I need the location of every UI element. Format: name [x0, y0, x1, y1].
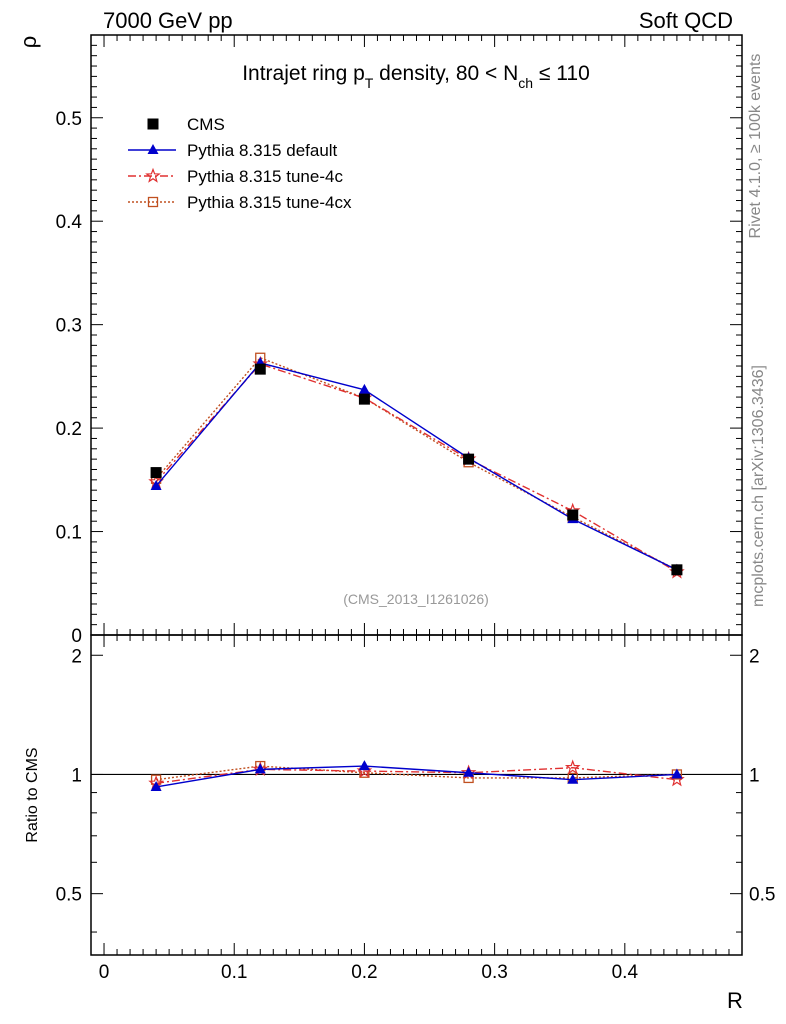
analysis-id: (CMS_2013_I1261026): [343, 591, 489, 607]
data-point-cms: [463, 453, 475, 465]
tick-labels: 0 0.1 0.2 0.3 0.4 0 0.1 0.2 0.3 0.4 0.5 0.5 0.5 1 1 2 2: [56, 109, 776, 983]
x-tick-label: 0.4: [612, 962, 639, 983]
ratio-y-tick-label-right: 2: [749, 646, 760, 667]
ratio-y-tick-label: 2: [71, 646, 82, 667]
x-tick-label: 0: [99, 962, 110, 983]
y-tick-label: 0.2: [56, 419, 82, 440]
energy-label: 7000 GeV pp: [103, 8, 233, 33]
data-point-cms: [671, 564, 683, 576]
y-tick-label: 0.5: [56, 109, 82, 130]
ratio-y-axis-label: Ratio to CMS: [24, 747, 41, 842]
ratio-y-tick-label-right: 1: [749, 765, 760, 786]
ratio-panel-frame: [90, 634, 743, 956]
legend-label-pythia-8-315-tune-4c: Pythia 8.315 tune-4c: [187, 167, 343, 186]
title-mid: density, 80 < N: [373, 62, 518, 85]
mcplots-label: mcplots.cern.ch [arXiv:1306.3436]: [750, 365, 767, 607]
data-point-cms: [567, 509, 579, 521]
legend-label-cms: CMS: [187, 115, 225, 134]
chart-title: Intrajet ring pT density, 80 < Nch ≤ 110: [242, 62, 590, 91]
ratio-y-tick-label-right: 0.5: [749, 885, 775, 906]
data-point-cms: [254, 363, 266, 375]
data-point-cms: [358, 393, 370, 405]
data-point-cms: [150, 467, 162, 479]
ratio-point-pythia-8-315-default: [567, 773, 579, 784]
y-tick-label: 0.1: [56, 523, 82, 544]
title-main: Intrajet ring p: [242, 62, 365, 85]
ratio-line-pythia-8-315-default: [155, 765, 677, 788]
x-tick-label: 0.3: [481, 962, 507, 983]
x-axis-label: R: [727, 988, 743, 1013]
process-label: Soft QCD: [639, 8, 733, 33]
ratio-point-pythia-8-315-default: [463, 766, 475, 777]
legend: CMS Pythia 8.315 default Pythia 8.315 tune…: [128, 115, 352, 212]
ratio-point-pythia-8-315-default: [254, 763, 266, 774]
legend-marker-pythia-8-315-tune-4c: [145, 167, 161, 183]
ratio-point-pythia-8-315-default: [150, 780, 162, 791]
ratio-y-tick-label: 1: [71, 765, 82, 786]
ratio-point-pythia-8-315-default: [671, 768, 683, 779]
x-tick-label: 0.2: [351, 962, 377, 983]
ratio-series: [148, 759, 685, 791]
legend-label-pythia-8-315-default: Pythia 8.315 default: [187, 141, 338, 160]
ratio-point-pythia-8-315-default: [358, 760, 370, 771]
title-sub1: T: [365, 75, 374, 91]
y-tick-label: 0.4: [56, 212, 83, 233]
ratio-point-pythia-8-315-tune-4c: [564, 759, 581, 775]
rivet-label: Rivet 4.1.0, ≥ 100k events: [747, 54, 764, 239]
title-sub2: ch: [518, 75, 533, 91]
series-line-pythia-8-315-tune-4c: [155, 363, 678, 573]
ratio-y-tick-label: 0.5: [56, 885, 82, 906]
legend-label-pythia-8-315-tune-4cx: Pythia 8.315 tune-4cx: [187, 193, 352, 212]
data-point-pythia-8-315-default: [150, 480, 162, 491]
axis-ticks: [91, 35, 742, 955]
legend-marker-pythia-8-315-tune-4cx: [147, 196, 159, 208]
series-line-pythia-8-315-default: [155, 362, 678, 571]
y-axis-label: ρ: [16, 36, 41, 49]
y-tick-label: 0.3: [56, 316, 82, 337]
x-tick-label: 0.1: [221, 962, 247, 983]
ratio-line-pythia-8-315-tune-4cx: [156, 765, 677, 781]
series-line-pythia-8-315-tune-4cx: [155, 356, 678, 571]
data-point-pythia-8-315-default: [358, 383, 370, 394]
main-series: [148, 352, 685, 579]
legend-marker-cms: [147, 118, 159, 130]
legend-marker-pythia-8-315-default: [147, 144, 159, 154]
y-tick-label: 0: [71, 626, 82, 647]
title-end: ≤ 110: [533, 62, 590, 85]
